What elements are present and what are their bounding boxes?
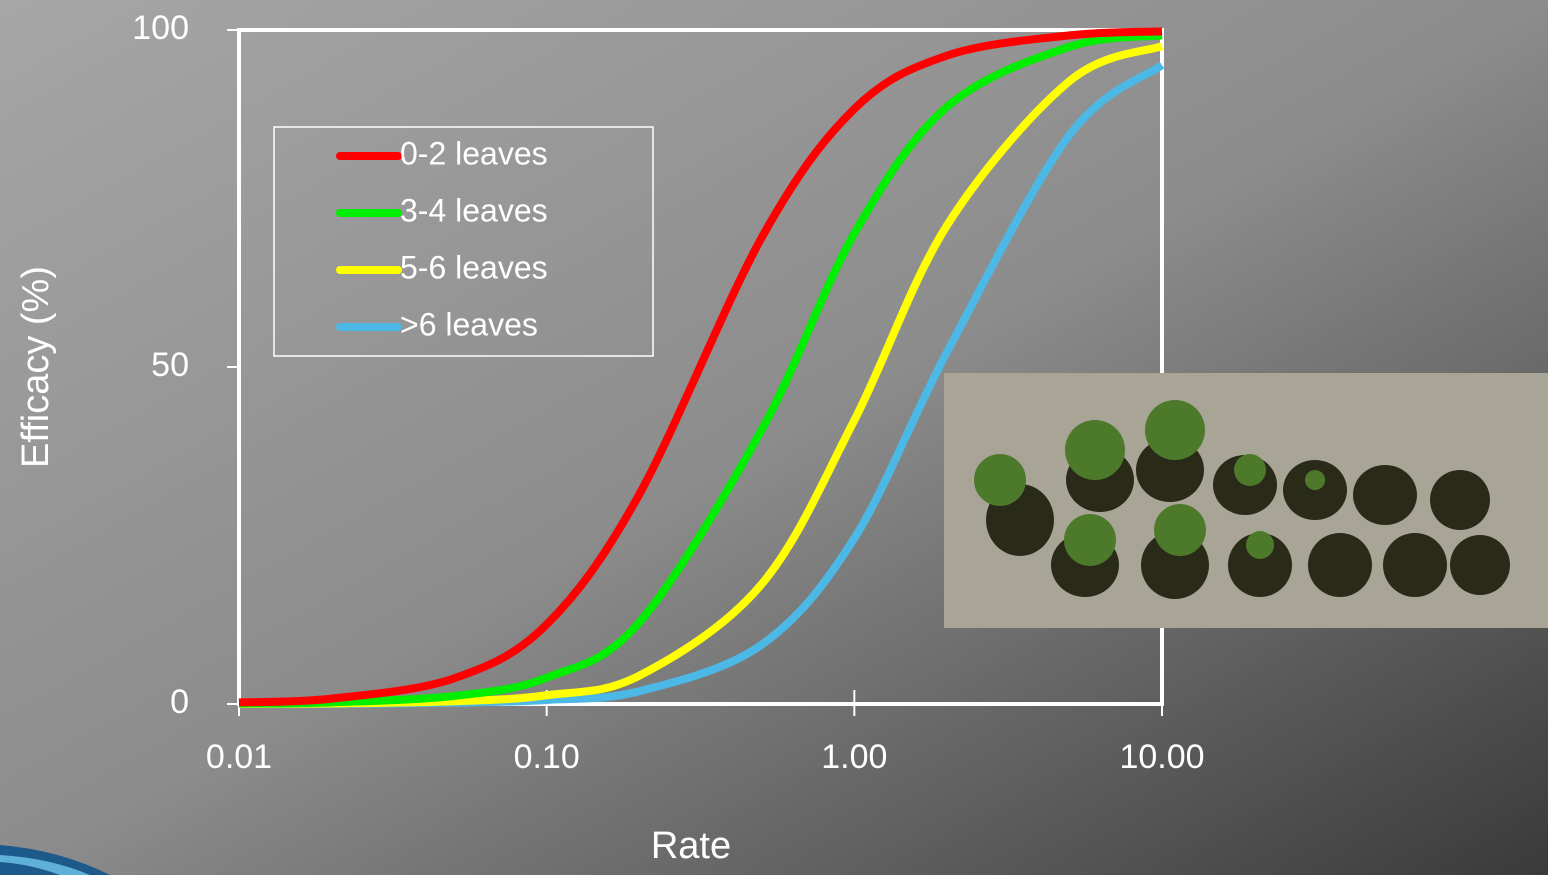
- y-tick-label: 50: [151, 346, 189, 384]
- page: 0 50 100 0.01 0.10 1.00 10.00 0-2 leaves 3-4 le…: [0, 0, 1548, 875]
- x-tick-label: 1.00: [821, 738, 887, 776]
- photo-inset: [944, 373, 1548, 628]
- y-axis-title: Efficacy (%): [15, 266, 57, 468]
- legend-label: 0-2 leaves: [400, 135, 548, 171]
- legend-label: 3-4 leaves: [400, 192, 548, 228]
- y-tick-label: 100: [132, 9, 189, 47]
- x-tick-label: 10.00: [1119, 738, 1204, 776]
- y-tick-label: 0: [170, 683, 189, 721]
- x-axis-title: Rate: [651, 825, 731, 867]
- x-tick-label: 0.01: [206, 738, 272, 776]
- x-tick-label: 0.10: [514, 738, 580, 776]
- legend-label: >6 leaves: [400, 306, 538, 342]
- legend-label: 5-6 leaves: [400, 249, 548, 285]
- chart: 0 50 100 0.01 0.10 1.00 10.00 0-2 leaves 3-4 le…: [0, 0, 1548, 875]
